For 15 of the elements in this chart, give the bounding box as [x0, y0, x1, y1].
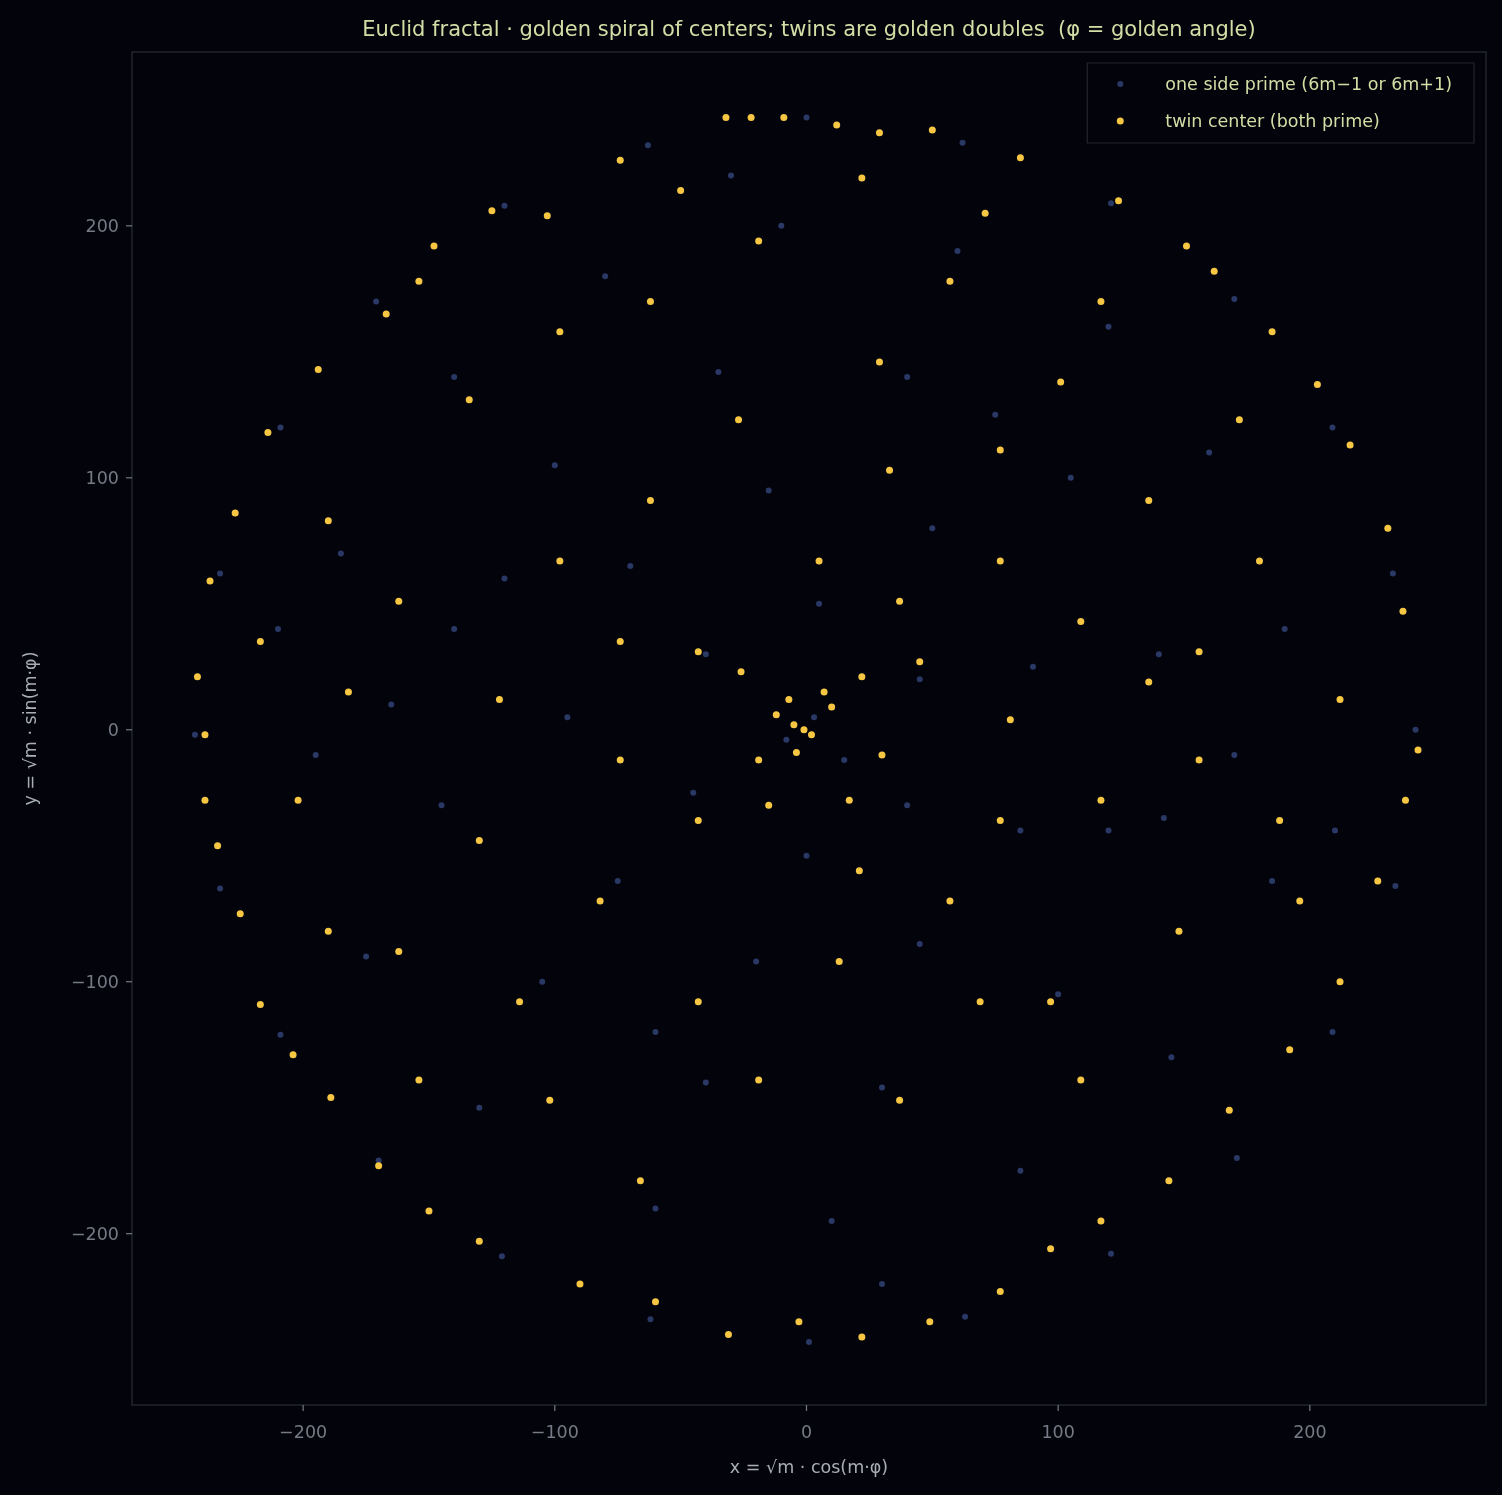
- y-tick-label: 0: [107, 719, 119, 740]
- x-tick-label: −100: [530, 1422, 579, 1443]
- y-tick-label: 200: [85, 215, 119, 236]
- y-tick-label: 100: [85, 467, 119, 488]
- y-tick-label: −200: [70, 1223, 119, 1244]
- x-tick-label: 100: [1041, 1422, 1075, 1443]
- x-tick-label: 200: [1293, 1422, 1327, 1443]
- x-tick-label: −200: [279, 1422, 328, 1443]
- legend-label: one side prime (6m−1 or 6m+1): [1165, 74, 1453, 95]
- chart-title: Euclid fractal · golden spiral of centers; twins are golden doubles (φ = golden angle): [362, 17, 1256, 41]
- x-tick-label: 0: [800, 1422, 813, 1443]
- x-axis-title: x = √m · cos(m·φ): [729, 1457, 889, 1477]
- y-axis-title: y = √m · sin(m·φ): [20, 651, 40, 806]
- legend-label: twin center (both prime): [1165, 111, 1380, 132]
- y-tick-label: −100: [70, 971, 119, 992]
